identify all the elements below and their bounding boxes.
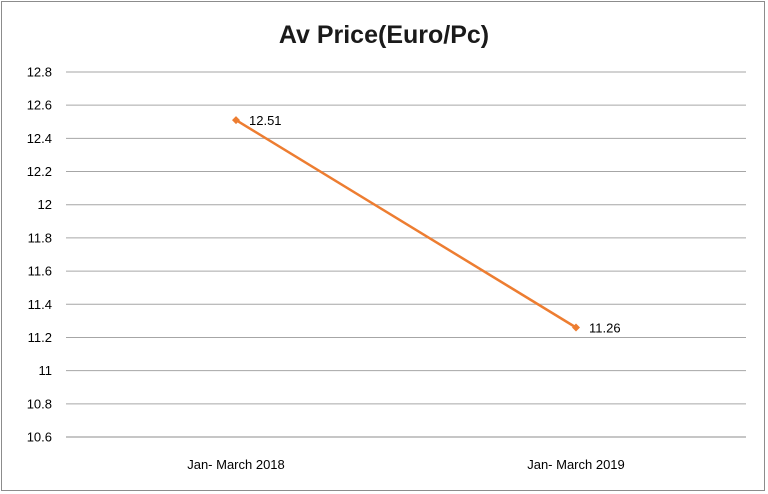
gridlines: [66, 71, 746, 438]
y-tick-label: 12.4: [27, 131, 52, 146]
data-label: 12.51: [249, 113, 282, 128]
data-point-marker: [572, 323, 580, 332]
data-point-marker: [232, 116, 240, 125]
x-tick-label: Jan- March 2019: [527, 457, 625, 472]
y-axis-tick-labels: 12.8 12.6 12.4 12.2 12 11.8 11.6 11.4 11.2 11 10.8…: [27, 65, 52, 445]
y-tick-label: 11.4: [28, 297, 52, 312]
y-tick-label: 12.2: [27, 164, 52, 179]
y-tick-label: 11: [39, 363, 53, 378]
y-tick-label: 11.6: [28, 264, 52, 279]
y-tick-label: 12.8: [27, 65, 52, 80]
series-line: [235, 119, 577, 329]
x-tick-label: Jan- March 2018: [187, 457, 285, 472]
chart-title: Av Price(Euro/Pc): [279, 21, 489, 49]
y-tick-label: 11.8: [28, 230, 52, 245]
x-axis-tick-labels: Jan- March 2018 Jan- March 2019: [187, 457, 625, 472]
y-tick-label: 12.6: [27, 98, 52, 113]
data-label: 11.26: [589, 321, 621, 336]
y-tick-label: 10.6: [27, 430, 52, 445]
y-tick-label: 12: [38, 197, 52, 212]
y-tick-label: 11.2: [28, 330, 52, 345]
series-layer: 12.51 11.26: [232, 113, 621, 336]
y-tick-label: 10.8: [27, 396, 52, 411]
